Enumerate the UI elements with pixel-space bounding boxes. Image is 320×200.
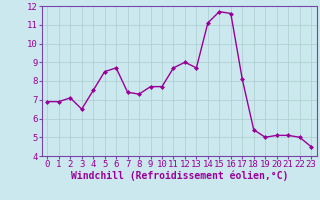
X-axis label: Windchill (Refroidissement éolien,°C): Windchill (Refroidissement éolien,°C) — [70, 171, 288, 181]
